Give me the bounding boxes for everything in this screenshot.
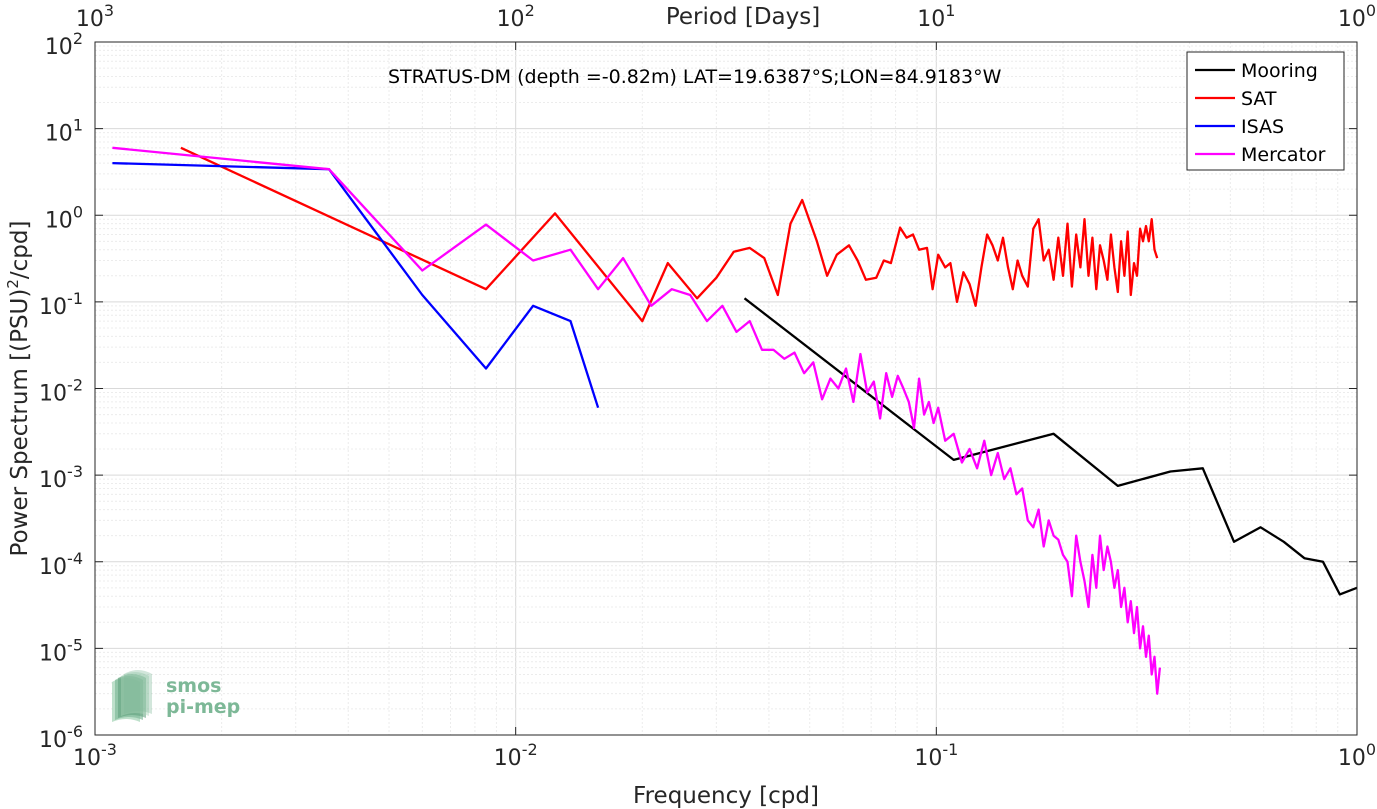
x-tick-label-base: 10	[914, 746, 942, 771]
series-line-mooring	[743, 297, 1357, 596]
top-tick-label: 102	[497, 1, 535, 32]
y-axis-label-exponent: 2	[4, 279, 22, 289]
smos-pi-mep-logo: smos pi-mep	[112, 670, 240, 722]
wave-layer	[121, 672, 149, 716]
x-tick-label-exponent: -3	[101, 740, 117, 759]
y-tick-label: 101	[45, 116, 83, 147]
y-tick-label: 10-3	[39, 462, 83, 493]
top-tick-label-exponent: 2	[525, 1, 535, 20]
y-tick-label-base: 10	[39, 728, 67, 753]
top-tick-label: 103	[76, 1, 114, 32]
x-tick-label-exponent: -1	[942, 740, 958, 759]
y-tick-label-exponent: 2	[73, 29, 83, 48]
x-tick-label: 10-3	[73, 740, 117, 771]
y-tick-label-exponent: 1	[73, 116, 83, 135]
top-tick-label: 101	[917, 1, 955, 32]
chart-title: STRATUS-DM (depth =-0.82m) LAT=19.6387°S…	[388, 66, 1002, 88]
y-tick-label: 102	[45, 29, 83, 60]
y-tick-label-exponent: -6	[67, 722, 83, 741]
y-tick-label-base: 10	[39, 555, 67, 580]
y-tick-label-exponent: -5	[67, 635, 83, 654]
top-axis-label: Period [Days]	[666, 4, 820, 30]
top-tick-label-exponent: 3	[104, 1, 114, 20]
top-tick-label-exponent: 1	[945, 1, 955, 20]
y-tick-label: 100	[45, 202, 83, 233]
series-lines	[112, 146, 1357, 695]
y-tick-label-exponent: -1	[67, 289, 83, 308]
y-tick-label-exponent: 0	[73, 202, 83, 221]
top-tick-label-exponent: 0	[1366, 1, 1376, 20]
y-axis-label-main: Power Spectrum [(PSU)	[7, 289, 33, 557]
grid	[94, 42, 1357, 736]
x-tick-label-exponent: -2	[522, 740, 538, 759]
series-line-mercator	[112, 146, 1162, 695]
y-tick-label-exponent: -2	[67, 376, 83, 395]
x-tick-label-base: 10	[73, 746, 101, 771]
y-tick-label-exponent: -4	[67, 549, 83, 568]
y-tick-label-base: 10	[39, 468, 67, 493]
y-tick-label-base: 10	[45, 208, 73, 233]
y-tick-label-base: 10	[45, 122, 73, 147]
legend-label-isas: ISAS	[1241, 116, 1284, 138]
top-tick-label: 100	[1338, 1, 1376, 32]
y-tick-label: 10-5	[39, 635, 83, 666]
x-tick-label: 10-1	[914, 740, 958, 771]
y-axis-label-tail: /cpd]	[7, 221, 33, 280]
top-tick-label-base: 10	[76, 7, 104, 32]
y-tick-label: 10-2	[39, 376, 83, 407]
y-tick-label-exponent: -3	[67, 462, 83, 481]
y-tick-label-base: 10	[39, 641, 67, 666]
x-tick-label: 100	[1338, 740, 1376, 771]
legend: Mooring SAT ISAS Mercator	[1186, 51, 1345, 171]
top-tick-label-base: 10	[497, 7, 525, 32]
legend-label-mercator: Mercator	[1241, 144, 1326, 166]
wave-layer	[124, 670, 152, 714]
legend-label-mooring: Mooring	[1241, 60, 1318, 82]
top-tick-label-base: 10	[1338, 7, 1366, 32]
wave-layer	[118, 674, 146, 718]
y-tick-label-base: 10	[39, 295, 67, 320]
x-tick-label-exponent: 0	[1366, 740, 1376, 759]
smos-wave-icon	[112, 670, 152, 722]
x-tick-label-base: 10	[494, 746, 522, 771]
legend-label-sat: SAT	[1241, 88, 1277, 110]
y-tick-label-base: 10	[39, 382, 67, 407]
x-axis-label: Frequency [cpd]	[633, 783, 819, 809]
x-tick-label: 10-2	[494, 740, 538, 771]
x-tick-label-base: 10	[1338, 746, 1366, 771]
y-axis-label: Power Spectrum [(PSU)2/cpd]	[4, 221, 33, 557]
series-line-sat	[180, 146, 1159, 323]
logo-text-smos: smos	[166, 675, 221, 697]
y-tick-label: 10-6	[39, 722, 83, 753]
top-tick-label-base: 10	[917, 7, 945, 32]
logo-text-pimep: pi-mep	[166, 696, 240, 718]
y-tick-label-base: 10	[45, 35, 73, 60]
y-tick-label: 10-1	[39, 289, 83, 320]
y-tick-label: 10-4	[39, 549, 83, 580]
legend-box	[1186, 51, 1345, 171]
